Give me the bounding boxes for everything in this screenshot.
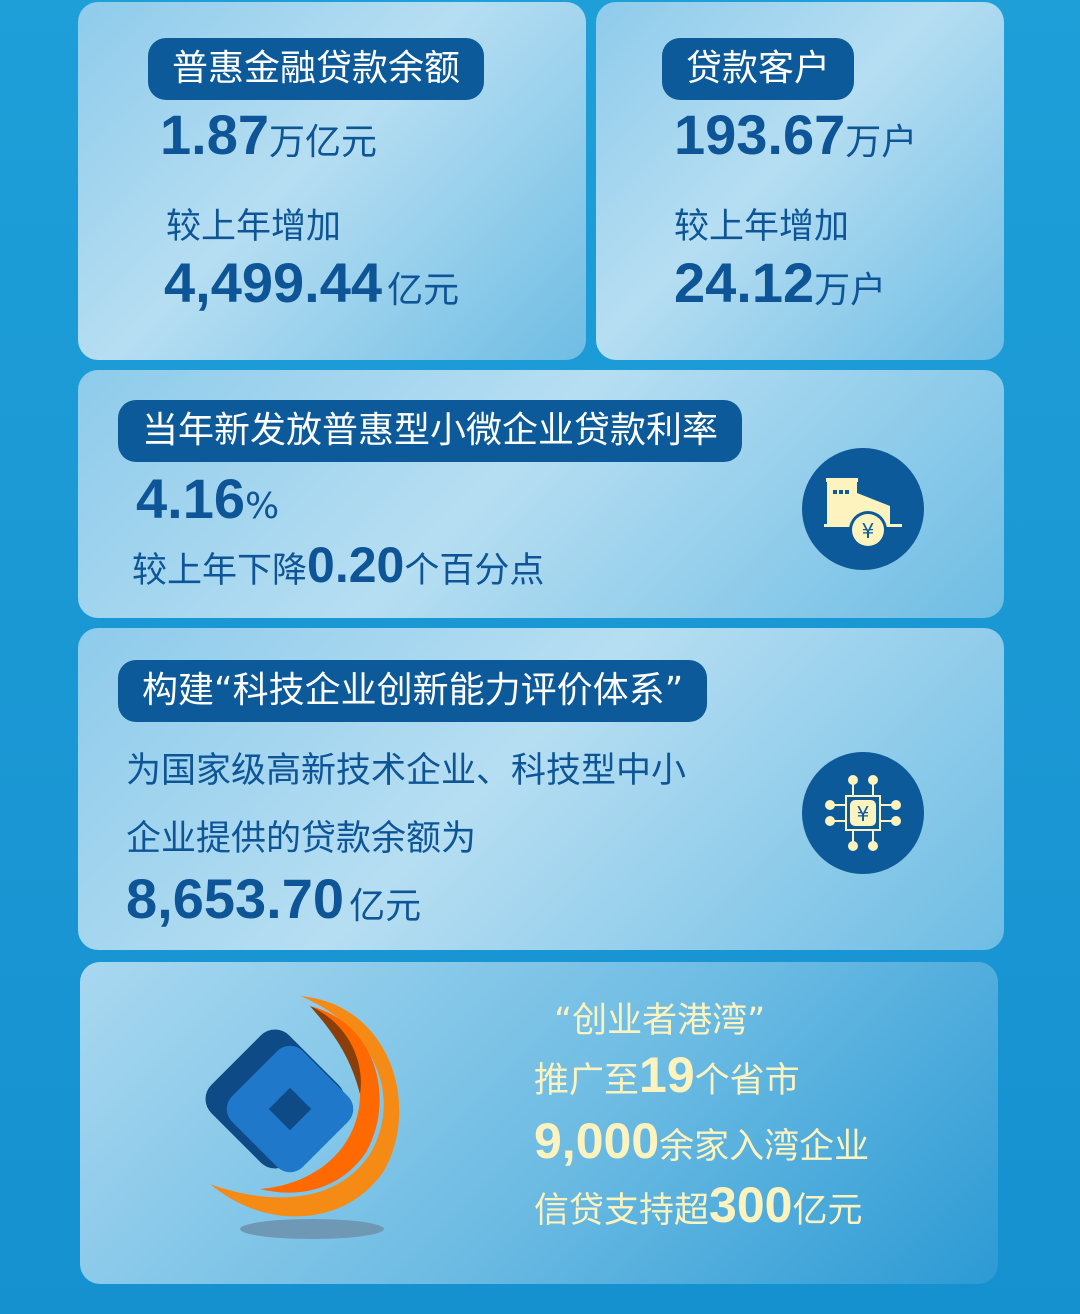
- value: 8,653.70: [126, 867, 344, 930]
- entrepreneur-harbor-card: “创业者港湾” 推广至19个省市 9,000余家入湾企业 信贷支持超300亿元: [80, 962, 998, 1284]
- svg-text:¥: ¥: [862, 519, 875, 543]
- unit: 万户: [814, 270, 887, 311]
- number: 19: [639, 1047, 695, 1103]
- unit: 个百分点: [404, 551, 545, 591]
- change-value: 4,499.44: [164, 251, 382, 314]
- bank-logo: [180, 984, 430, 1244]
- unit: 亿元: [349, 886, 422, 927]
- customers: 193.67万户: [674, 102, 917, 167]
- text: 个省市: [694, 1061, 800, 1101]
- change: 24.12万户: [674, 250, 886, 315]
- description-line: 企业提供的贷款余额为: [126, 819, 477, 859]
- text: 信贷支持超: [534, 1191, 710, 1231]
- card-title: 构建“科技企业创新能力评价体系”: [118, 660, 708, 722]
- change: 较上年下降0.20个百分点: [132, 536, 544, 594]
- change: 4,499.44 亿元: [164, 250, 459, 315]
- value: 1.87: [160, 103, 269, 166]
- change-value: 24.12: [674, 251, 815, 314]
- svg-text:¥: ¥: [857, 802, 870, 826]
- unit: %: [245, 486, 280, 527]
- unit: 万户: [845, 122, 918, 163]
- change-label: 较上年增加: [166, 207, 342, 247]
- change-value: 0.20: [307, 537, 405, 593]
- card-title: 当年新发放普惠型小微企业贷款利率: [118, 400, 743, 462]
- card-title: 普惠金融贷款余额: [148, 38, 485, 100]
- number: 9,000: [534, 1113, 660, 1169]
- card-title: “创业者港湾”: [554, 1001, 766, 1041]
- loan-balance: 8,653.70 亿元: [126, 866, 421, 931]
- factory-yuan-icon: ¥: [802, 448, 924, 570]
- text: 亿元: [792, 1191, 863, 1231]
- unit: 亿元: [387, 270, 460, 311]
- stat-line: 推广至19个省市: [534, 1046, 800, 1104]
- loan-balance: 1.87万亿元: [160, 102, 377, 167]
- description-line: 为国家级高新技术企业、科技型中小: [126, 751, 687, 791]
- stat-line: 9,000余家入湾企业: [534, 1112, 869, 1170]
- chip-yuan-icon: ¥: [802, 752, 924, 874]
- value: 4.16: [136, 467, 245, 530]
- loan-balance-card: 普惠金融贷款余额 1.87万亿元 较上年增加 4,499.44 亿元: [78, 2, 586, 360]
- rate: 4.16%: [136, 466, 279, 531]
- tech-enterprise-card: 构建“科技企业创新能力评价体系” 为国家级高新技术企业、科技型中小 企业提供的贷…: [78, 628, 1004, 950]
- stat-line: 信贷支持超300亿元: [534, 1176, 862, 1234]
- loan-customers-card: 贷款客户 193.67万户 较上年增加 24.12万户: [596, 2, 1004, 360]
- number: 300: [709, 1177, 793, 1233]
- interest-rate-card: 当年新发放普惠型小微企业贷款利率 4.16% 较上年下降0.20个百分点 ¥: [78, 370, 1004, 618]
- change-prefix: 较上年下降: [132, 551, 308, 591]
- change-label: 较上年增加: [674, 207, 850, 247]
- unit: 万亿元: [269, 122, 378, 163]
- text: 余家入湾企业: [659, 1127, 870, 1167]
- value: 193.67: [674, 103, 846, 166]
- text: 推广至: [534, 1061, 640, 1101]
- card-title: 贷款客户: [662, 38, 855, 100]
